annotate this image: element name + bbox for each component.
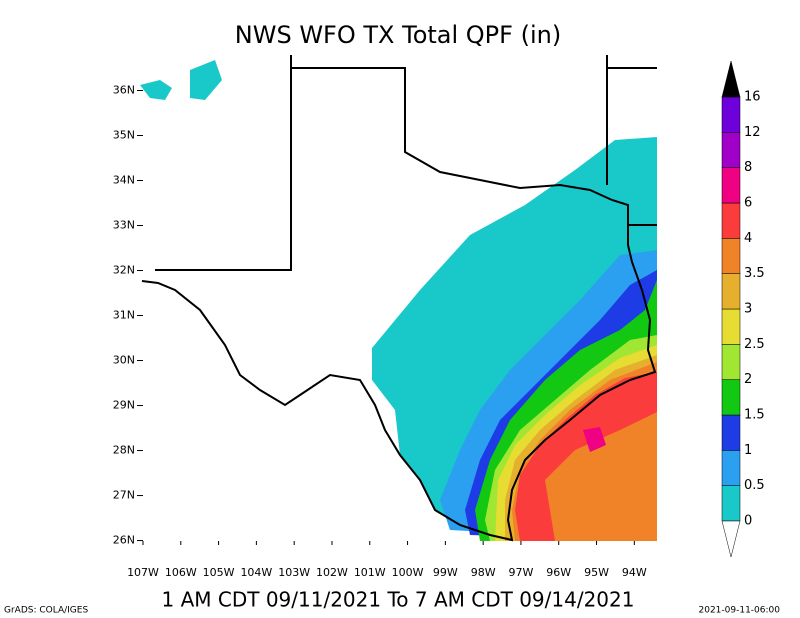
colorbar-label: 2.5 <box>744 337 765 352</box>
colorbar-label: 1 <box>744 443 752 458</box>
x-tick-label: 107W <box>127 566 159 579</box>
x-tick-label: 97W <box>509 566 534 579</box>
x-tick-label: 99W <box>433 566 458 579</box>
borders <box>141 55 657 542</box>
colorbar-bin <box>721 96 741 133</box>
colorbar-bin <box>721 202 741 239</box>
colorbar-bin <box>721 167 741 204</box>
x-tick-label: 100W <box>392 566 424 579</box>
axes: 107W 106W 105W 104W 103W 102W 101W 100W 99W 98W 97… <box>113 84 647 579</box>
x-tick-label: 94W <box>622 566 647 579</box>
x-tick-label: 101W <box>354 566 386 579</box>
x-tick-label: 96W <box>546 566 571 579</box>
colorbar-bin <box>721 238 741 274</box>
y-tick-label: 27N <box>113 489 135 502</box>
y-tick-label: 26N <box>113 534 135 547</box>
y-tick-label: 29N <box>113 399 135 412</box>
precip-region <box>190 60 222 100</box>
subtitle: 1 AM CDT 09/11/2021 To 7 AM CDT 09/14/20… <box>162 588 635 612</box>
colorbar-bin <box>721 379 741 416</box>
colorbar-label: 8 <box>744 160 752 175</box>
title: NWS WFO TX Total QPF (in) <box>235 21 561 49</box>
colorbar-bin <box>721 450 741 486</box>
colorbar-label: 12 <box>744 125 761 140</box>
colorbar-label: 6 <box>744 196 752 211</box>
colorbar-label: 2 <box>744 372 752 387</box>
precip-shading <box>140 60 657 541</box>
colorbar-over <box>721 60 741 98</box>
x-tick-label: 102W <box>316 566 348 579</box>
texas-outline <box>141 55 657 542</box>
x-tick-label: 103W <box>278 566 310 579</box>
x-tick-label: 95W <box>584 566 609 579</box>
colorbar-bin <box>721 344 741 380</box>
x-tick-label: 106W <box>165 566 197 579</box>
y-tick-label: 32N <box>113 264 135 277</box>
colorbar-label: 1.5 <box>744 408 765 423</box>
colorbar-label: 0 <box>744 514 752 529</box>
state-lines <box>155 55 657 271</box>
colorbar-label: 0.5 <box>744 478 765 493</box>
credit: GrADS: COLA/IGES <box>4 606 88 616</box>
colorbar-label: 3 <box>744 302 752 317</box>
y-tick-label: 35N <box>113 129 135 142</box>
colorbar-bin <box>721 485 741 522</box>
y-tick-label: 31N <box>113 309 135 322</box>
colorbar-bin <box>721 414 741 451</box>
y-tick-label: 36N <box>113 84 135 97</box>
y-tick-label: 28N <box>113 444 135 457</box>
colorbar-label: 4 <box>744 231 752 246</box>
y-tick-label: 34N <box>113 174 135 187</box>
precip-region <box>140 80 172 100</box>
colorbar-under <box>721 520 741 558</box>
precip-region <box>515 372 657 541</box>
colorbar-bin <box>721 273 741 310</box>
x-tick-label: 105W <box>203 566 235 579</box>
colorbar-bin <box>721 132 741 168</box>
y-tick-label: 30N <box>113 354 135 367</box>
timestamp: 2021-09-11-06:00 <box>699 606 781 616</box>
colorbar-bin <box>721 308 741 345</box>
x-tick-label: 98W <box>471 566 496 579</box>
x-tick-label: 104W <box>240 566 272 579</box>
colorbar: 0 0.5 1 1.5 2 2.5 3 3.5 4 6 8 12 16 <box>721 60 765 558</box>
colorbar-label: 16 <box>744 90 761 105</box>
colorbar-label: 3.5 <box>744 266 765 281</box>
precip-region <box>583 427 606 452</box>
y-tick-label: 33N <box>113 219 135 232</box>
